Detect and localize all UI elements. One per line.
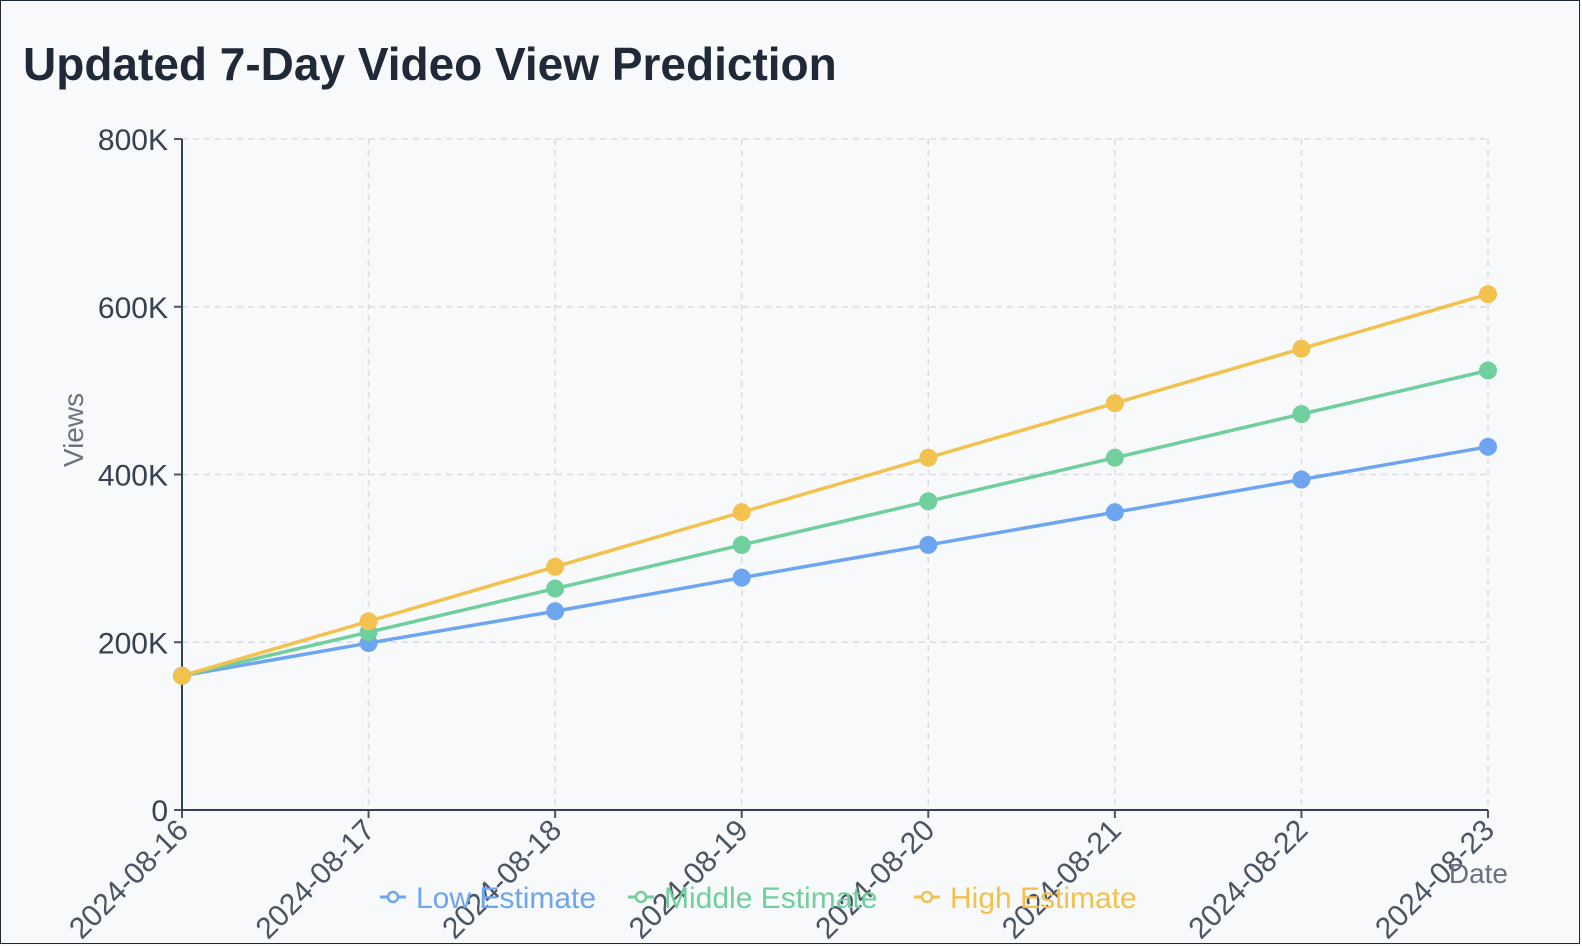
y-axis-title: Views [58, 393, 89, 467]
legend-item-label: Low Estimate [416, 882, 596, 915]
data-point-high-estimate [1105, 394, 1124, 413]
legend-marker-icon [920, 890, 934, 904]
x-tick-label: 2024-08-20 [809, 814, 941, 946]
data-point-middle-estimate [732, 535, 751, 554]
legend-marker-icon [386, 890, 400, 904]
x-tick-label: 2024-08-19 [623, 814, 755, 946]
x-axis-title: Date [1449, 858, 1508, 889]
legend: Low Estimate Middle Estimate High Estimate [380, 882, 1137, 915]
data-point-middle-estimate [1479, 361, 1497, 380]
x-tick-label: 2024-08-21 [996, 814, 1128, 946]
data-point-low-estimate [732, 568, 751, 587]
data-point-middle-estimate [546, 579, 565, 598]
data-point-high-estimate [546, 557, 565, 576]
data-point-middle-estimate [1292, 405, 1311, 424]
x-tick-label: 2024-08-17 [250, 814, 382, 946]
y-tick-label: 0 [151, 795, 168, 828]
y-tick-label: 600K [98, 292, 168, 325]
data-point-high-estimate [359, 612, 378, 631]
y-tick-label: 200K [98, 627, 168, 660]
x-tick-label: 2024-08-18 [436, 814, 568, 946]
series-line-middle-estimate [181, 368, 1489, 678]
legend-item-label: Middle Estimate [664, 882, 877, 915]
data-point-middle-estimate [919, 492, 938, 511]
data-point-middle-estimate [1105, 448, 1124, 467]
series [173, 285, 1497, 685]
data-point-high-estimate [1479, 285, 1497, 304]
x-tick-label: 2024-08-16 [63, 814, 195, 946]
grid [182, 138, 1489, 810]
data-point-high-estimate [732, 503, 751, 522]
series-line-low-estimate [181, 445, 1489, 678]
y-tick-label: 800K [98, 124, 168, 157]
data-point-low-estimate [919, 535, 938, 554]
data-point-low-estimate [1105, 503, 1124, 522]
data-point-high-estimate [1292, 339, 1311, 358]
chart-title: Updated 7-Day Video View Prediction [23, 38, 837, 90]
legend-item-label: High Estimate [950, 882, 1137, 915]
series-line-high-estimate [181, 292, 1489, 678]
y-tick-label: 400K [98, 460, 168, 493]
data-point-low-estimate [546, 602, 565, 621]
legend-marker-icon [634, 890, 648, 904]
data-point-low-estimate [1292, 470, 1311, 489]
x-tick-label: 2024-08-22 [1183, 814, 1315, 946]
data-point-high-estimate [919, 448, 938, 467]
data-point-high-estimate [173, 666, 191, 685]
axis-labels: Views Date [58, 393, 1508, 889]
data-point-low-estimate [1479, 437, 1497, 456]
